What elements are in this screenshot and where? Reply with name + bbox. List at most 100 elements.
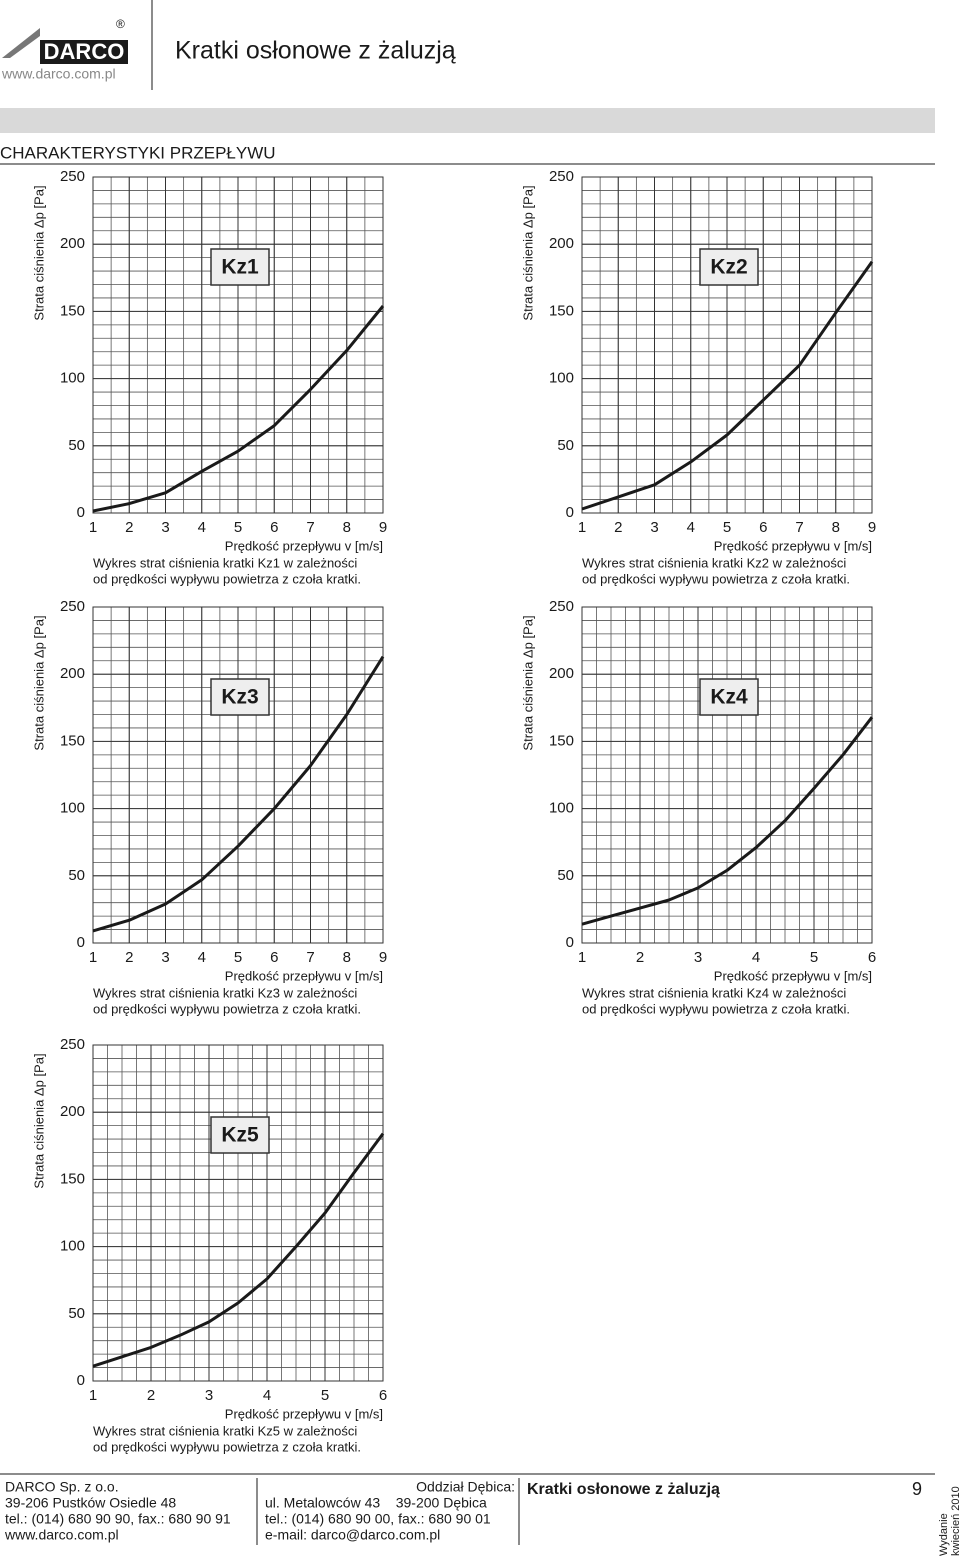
y-tick-label: 250 xyxy=(549,168,574,185)
caption: od prędkości wypływu powietrza z czoła k… xyxy=(93,571,361,586)
curve xyxy=(92,305,385,513)
x-tick-label: 4 xyxy=(198,519,206,536)
y-tick-label: 50 xyxy=(68,1305,85,1322)
x-axis-label: Prędkość przepływu v [m/s] xyxy=(225,538,383,553)
label-box xyxy=(699,248,759,286)
plot-frame xyxy=(581,606,873,944)
x-tick-label: 6 xyxy=(270,519,278,536)
y-tick-label: 200 xyxy=(60,1103,85,1120)
x-tick-label: 5 xyxy=(234,519,242,536)
y-tick-label: 0 xyxy=(566,934,574,951)
x-tick-label: 7 xyxy=(795,519,803,536)
y-tick-label: 150 xyxy=(549,732,574,749)
x-tick-label: 4 xyxy=(263,1387,271,1404)
caption: od prędkości wypływu powietrza z czoła k… xyxy=(582,571,850,586)
footer-text: www.darco.com.pl xyxy=(4,1527,119,1543)
x-tick-label: 6 xyxy=(379,1387,387,1404)
x-tick-label: 3 xyxy=(205,1387,213,1404)
y-tick-label: 200 xyxy=(549,665,574,682)
header-band xyxy=(0,108,935,133)
footer-text: ul. Metalowców 43 39-200 Dębica xyxy=(265,1495,487,1511)
x-tick-label: 1 xyxy=(578,519,586,536)
logo: DARCO ® www.darco.com.pl xyxy=(1,17,128,82)
logo-text: DARCO xyxy=(44,39,125,64)
label-box xyxy=(210,248,270,286)
edition: kwiecień 2010 xyxy=(950,1486,960,1556)
y-tick-label: 250 xyxy=(60,168,85,185)
y-tick-label: 250 xyxy=(549,598,574,615)
x-tick-label: 8 xyxy=(832,519,840,536)
x-axis-label: Prędkość przepływu v [m/s] xyxy=(225,968,383,983)
y-tick-label: 0 xyxy=(566,504,574,521)
y-axis-label: Strata ciśnienia Δp [Pa] xyxy=(520,185,535,320)
chart: 0 50 100 150 200 250 1 2 3 4 5 6 7 8 9 Kz2 Strata ciśnie… xyxy=(520,168,876,586)
x-tick-label: 5 xyxy=(810,949,818,966)
caption: Wykres strat ciśnienia kratki Kz5 w zale… xyxy=(93,1423,357,1438)
x-tick-label: 1 xyxy=(89,1387,97,1404)
x-tick-label: 3 xyxy=(650,519,658,536)
x-axis-label: Prędkość przepływu v [m/s] xyxy=(714,538,872,553)
logo-bar xyxy=(40,40,128,64)
x-tick-label: 1 xyxy=(578,949,586,966)
y-tick-label: 100 xyxy=(60,1238,85,1255)
chart-label: Kz5 xyxy=(221,1124,259,1147)
chart: 0 50 100 150 200 250 1 2 3 4 5 6 Kz4 Strata ciśnienia… xyxy=(520,598,876,1016)
label-box xyxy=(210,1116,270,1154)
caption: Wykres strat ciśnienia kratki Kz2 w zale… xyxy=(582,555,846,570)
label-box xyxy=(699,678,759,716)
y-tick-label: 200 xyxy=(549,235,574,252)
y-tick-label: 50 xyxy=(68,437,85,454)
x-tick-label: 2 xyxy=(125,519,133,536)
caption: od prędkości wypływu powietrza z czoła k… xyxy=(93,1001,361,1016)
chart: 0 50 100 150 200 250 1 2 3 4 5 6 7 8 9 Kz3 Strata ciśnie… xyxy=(31,598,387,1016)
x-tick-label: 4 xyxy=(687,519,695,536)
x-tick-label: 5 xyxy=(234,949,242,966)
y-tick-label: 100 xyxy=(60,800,85,817)
x-tick-label: 6 xyxy=(759,519,767,536)
y-axis-label: Strata ciśnienia Δp [Pa] xyxy=(520,615,535,750)
x-tick-label: 2 xyxy=(147,1387,155,1404)
x-tick-label: 2 xyxy=(125,949,133,966)
x-tick-label: 9 xyxy=(868,519,876,536)
section-title: CHARAKTERYSTYKI PRZEPŁYWU xyxy=(0,143,276,162)
y-tick-label: 0 xyxy=(77,1372,85,1389)
chart-label: Kz3 xyxy=(221,686,258,709)
x-tick-label: 6 xyxy=(270,949,278,966)
y-axis-label: Strata ciśnienia Δp [Pa] xyxy=(31,185,46,320)
y-tick-label: 150 xyxy=(60,1170,85,1187)
x-tick-label: 6 xyxy=(868,949,876,966)
x-tick-label: 8 xyxy=(343,949,351,966)
x-tick-label: 5 xyxy=(723,519,731,536)
plot-frame xyxy=(581,176,873,514)
chart: 0 50 100 150 200 250 1 2 3 4 5 6 7 8 9 Kz1 Strata ciśnie… xyxy=(31,168,387,586)
y-axis-label: Strata ciśnienia Δp [Pa] xyxy=(31,1053,46,1188)
caption: Wykres strat ciśnienia kratki Kz4 w zale… xyxy=(582,985,846,1000)
x-tick-label: 4 xyxy=(198,949,206,966)
x-tick-label: 7 xyxy=(306,949,314,966)
y-tick-label: 150 xyxy=(60,732,85,749)
curve xyxy=(92,655,385,933)
x-tick-label: 3 xyxy=(694,949,702,966)
x-axis-label: Prędkość przepływu v [m/s] xyxy=(225,1406,383,1421)
y-tick-label: 150 xyxy=(549,302,574,319)
footer-product: Kratki osłonowe z żaluzją xyxy=(527,1481,720,1498)
y-tick-label: 250 xyxy=(60,1036,85,1053)
footer-text: 39-206 Pustków Osiedle 48 xyxy=(5,1495,176,1511)
footer-text: Oddział Dębica: xyxy=(416,1479,515,1495)
curve xyxy=(581,260,874,511)
y-tick-label: 50 xyxy=(557,437,574,454)
caption: Wykres strat ciśnienia kratki Kz3 w zale… xyxy=(93,985,357,1000)
footer: DARCO Sp. z o.o. 39-206 Pustków Osiedle … xyxy=(0,1473,960,1556)
label-box xyxy=(210,678,270,716)
footer-text: tel.: (014) 680 90 90, fax.: 680 90 91 xyxy=(5,1511,231,1527)
caption: Wykres strat ciśnienia kratki Kz1 w zale… xyxy=(93,555,357,570)
y-axis-label: Strata ciśnienia Δp [Pa] xyxy=(31,615,46,750)
caption: od prędkości wypływu powietrza z czoła k… xyxy=(93,1439,361,1454)
x-axis-label: Prędkość przepływu v [m/s] xyxy=(714,968,872,983)
y-tick-label: 200 xyxy=(60,235,85,252)
chart-label: Kz1 xyxy=(221,256,259,279)
curve xyxy=(92,1132,385,1368)
logo-mark xyxy=(10,36,40,58)
chart-label: Kz2 xyxy=(710,256,747,279)
curve xyxy=(581,716,874,926)
